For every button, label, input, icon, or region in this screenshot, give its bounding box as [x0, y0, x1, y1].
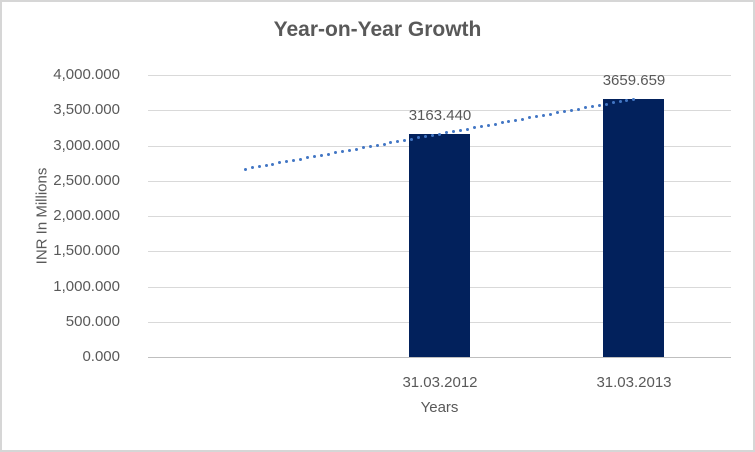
trendline-dot [278, 161, 282, 165]
trendline-dot [444, 131, 448, 135]
y-tick-label: 2,500.000 [53, 172, 120, 189]
trendline-dot [479, 125, 483, 128]
trendline-dot [264, 163, 268, 167]
trendline-dot [417, 136, 421, 140]
trendline-dot [438, 132, 441, 136]
trendline-dot [320, 153, 323, 157]
trendline-dot [347, 148, 351, 152]
trendline-dot [424, 135, 428, 138]
y-tick-label: 1,000.000 [53, 278, 120, 295]
trendline-dot [632, 97, 636, 101]
y-tick-label: 3,500.000 [53, 101, 120, 118]
x-tick-label: 31.03.2013 [596, 374, 672, 391]
bar-31.03.2013 [603, 99, 664, 357]
trendline-dot [514, 118, 518, 122]
y-tick-label: 0.000 [82, 348, 120, 365]
trendline-dot [549, 112, 552, 116]
trendline-dot [576, 107, 580, 111]
trendline-dot [535, 115, 539, 118]
trendline-dot [569, 108, 573, 112]
bar-value-label: 3659.659 [602, 72, 666, 89]
trendline-dot [618, 100, 622, 103]
trendline-dot [507, 120, 511, 123]
trendline-dot [333, 151, 337, 155]
trendline-dot [389, 141, 393, 145]
trendline-dot [403, 138, 407, 142]
trendline-dot [521, 117, 525, 121]
trendline-dot [590, 105, 594, 108]
trendline-dot [396, 140, 400, 143]
trendline-dot [597, 103, 601, 107]
trendline-dot [493, 122, 497, 126]
y-tick-label: 2,000.000 [53, 207, 120, 224]
x-axis-line [148, 357, 731, 358]
y-tick-label: 500.000 [65, 313, 120, 330]
trendline-dot [542, 113, 546, 117]
trendline-dot [500, 121, 504, 125]
trendline-dot [299, 157, 303, 161]
trendline-dot [486, 123, 490, 127]
trendline-dot [257, 165, 261, 168]
trendline-dot [382, 142, 386, 146]
y-tick-label: 3,000.000 [53, 137, 120, 154]
trendline-dot [306, 156, 310, 160]
trendline-dot [361, 146, 365, 150]
trendline-dot [271, 162, 275, 166]
trendline-dot [340, 150, 344, 153]
bar-value-label: 3163.440 [408, 107, 472, 124]
bar-31.03.2012 [409, 134, 470, 357]
trendline-dot [292, 158, 296, 162]
trendline-dot [556, 111, 559, 115]
trendline-dot [368, 145, 372, 148]
trendline-dot [451, 130, 455, 133]
gridline [148, 110, 731, 111]
y-tick-label: 1,500.000 [53, 242, 120, 259]
trendline-dot [528, 116, 532, 120]
trendline-dot [285, 160, 289, 163]
trendline-dot [354, 147, 358, 151]
trendline-dot [604, 102, 608, 106]
trendline-dot [583, 106, 587, 110]
trendline-dot [458, 128, 462, 132]
trendline-dot [313, 155, 317, 158]
gridline [148, 75, 731, 76]
trendline-dot [465, 127, 469, 131]
y-tick-label: 4,000.000 [53, 66, 120, 83]
chart-title: Year-on-Year Growth [273, 18, 482, 41]
trendline-dot [431, 133, 435, 137]
trendline-dot [250, 166, 254, 170]
trendline-dot [243, 167, 247, 171]
trendline-dot [375, 143, 379, 147]
x-tick-label: 31.03.2012 [402, 374, 478, 391]
trendline-dot [611, 101, 615, 105]
trendline-dot [562, 110, 566, 113]
trendline-dot [410, 137, 414, 141]
trendline-dot [472, 126, 476, 130]
trendline-dot [625, 98, 629, 102]
x-axis-title: Years [420, 399, 459, 416]
trendline-dot [327, 152, 330, 156]
